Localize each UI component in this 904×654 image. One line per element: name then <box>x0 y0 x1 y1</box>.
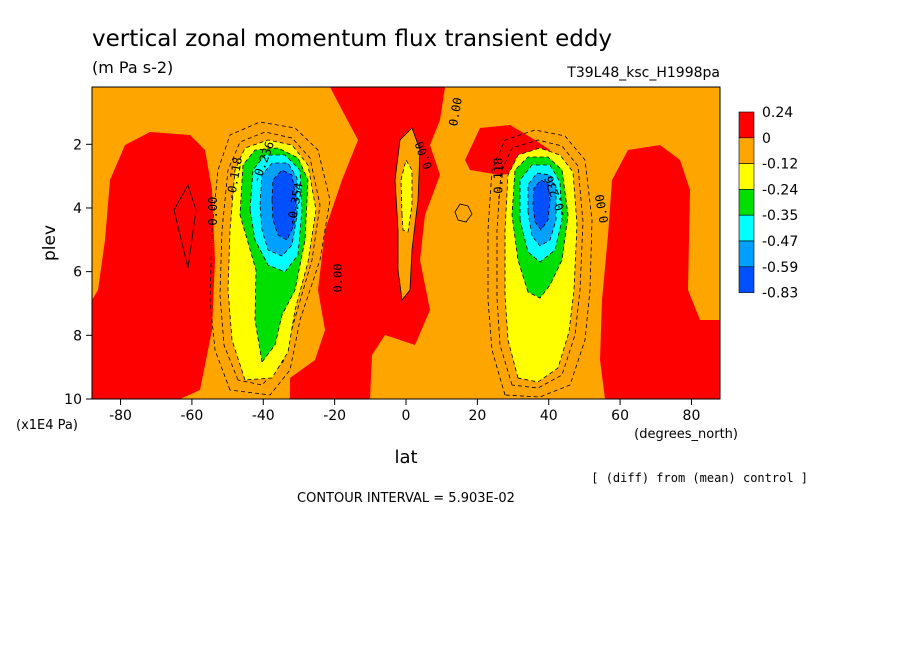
chart-title: vertical zonal momentum flux transient e… <box>92 26 612 52</box>
colorbar-label: -0.35 <box>762 208 798 224</box>
colorbar-swatch <box>738 111 755 139</box>
colorbar-label: 0 <box>762 131 771 147</box>
region-equator-yellow <box>400 158 413 233</box>
colorbar-label: -0.12 <box>762 157 798 173</box>
region-small-nh-blob <box>454 203 473 223</box>
colorbar-swatch <box>738 137 755 164</box>
y-tick-label: 10 <box>64 392 82 408</box>
x-tick-label: -80 <box>109 408 132 424</box>
x-axis: -80 -60 -40 -20 0 20 40 60 80 <box>109 399 700 424</box>
contour-label: 0.00 <box>592 193 611 224</box>
x-axis-units: (degrees_north) <box>634 427 738 442</box>
x-tick-label: -20 <box>323 408 346 424</box>
colorbar-swatch <box>738 163 755 190</box>
y-tick-label: 8 <box>73 328 82 344</box>
colorbar-label: -0.59 <box>762 260 798 276</box>
colorbar-label: -0.24 <box>762 182 798 198</box>
y-tick-label: 6 <box>73 265 82 281</box>
y-tick-label: 2 <box>73 137 82 153</box>
x-tick-label: 80 <box>683 408 701 424</box>
region-blue-nh <box>532 179 551 231</box>
region-red-north <box>600 145 720 399</box>
contour-interval: CONTOUR INTERVAL = 5.903E-02 <box>297 491 515 506</box>
contour-label: -0.118 <box>491 158 505 201</box>
x-tick-label: 60 <box>611 408 629 424</box>
plot-area <box>92 87 720 399</box>
colorbar-label: -0.47 <box>762 234 798 250</box>
y-axis-label: plev <box>40 225 60 261</box>
colorbar-swatch <box>738 189 755 216</box>
run-label: T39L48_ksc_H1998pa <box>566 65 720 81</box>
region-blue-sh <box>271 169 297 241</box>
y-axis: 2 4 6 8 10 <box>64 137 92 408</box>
x-tick-label: 0 <box>402 408 411 424</box>
chart-units: (m Pa s-2) <box>92 58 173 77</box>
colorbar: 0.24 0 -0.12 -0.24 -0.35 -0.47 -0.59 -0.83 <box>738 105 798 302</box>
y-axis-units: (x1E4 Pa) <box>16 418 78 433</box>
region-small-sh-outline <box>173 184 197 269</box>
x-axis-label: lat <box>394 447 417 468</box>
comparison-note: [ (diff) from (mean) control ] <box>591 471 808 485</box>
x-tick-label: 20 <box>468 408 486 424</box>
colorbar-swatch <box>738 266 755 293</box>
contour-label: 0.00 <box>331 264 345 293</box>
y-tick-label: 4 <box>73 201 82 217</box>
colorbar-label: 0.24 <box>762 105 793 121</box>
contour-nh-outer <box>487 129 593 398</box>
x-tick-label: -60 <box>180 408 203 424</box>
contour-sh-outer <box>209 121 331 396</box>
x-tick-label: 40 <box>540 408 558 424</box>
contour-label: 0.00 <box>206 197 220 226</box>
colorbar-swatch <box>738 214 755 242</box>
colorbar-label: -0.83 <box>762 286 798 302</box>
x-tick-label: -40 <box>252 408 275 424</box>
contour-label: 0.00 <box>446 96 465 127</box>
region-red-south <box>92 132 215 399</box>
colorbar-swatch <box>738 240 755 268</box>
